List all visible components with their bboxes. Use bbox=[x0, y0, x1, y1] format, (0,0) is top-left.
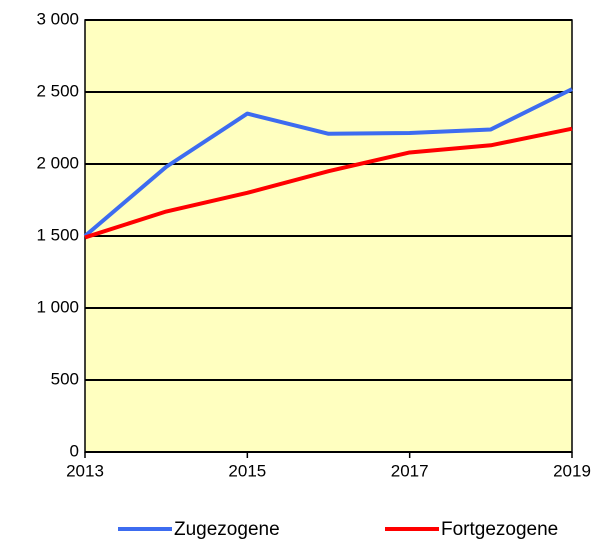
y-tick-label: 2 500 bbox=[36, 81, 79, 100]
series-line bbox=[83, 87, 573, 238]
legend-label: Fortgezogene bbox=[441, 519, 558, 540]
series-line bbox=[84, 126, 573, 240]
x-tick-label: 2013 bbox=[66, 461, 104, 480]
y-tick-label: 0 bbox=[70, 441, 79, 460]
y-tick-label: 3 000 bbox=[36, 9, 79, 28]
x-tick-label: 2019 bbox=[553, 461, 591, 480]
y-tick-label: 500 bbox=[51, 369, 79, 388]
y-tick-label: 1 000 bbox=[36, 297, 79, 316]
y-tick-label: 2 000 bbox=[36, 153, 79, 172]
legend-label: Zugezogene bbox=[174, 519, 280, 540]
y-tick-label: 1 500 bbox=[36, 225, 79, 244]
x-tick-label: 2017 bbox=[391, 461, 429, 480]
x-tick-label: 2015 bbox=[228, 461, 266, 480]
